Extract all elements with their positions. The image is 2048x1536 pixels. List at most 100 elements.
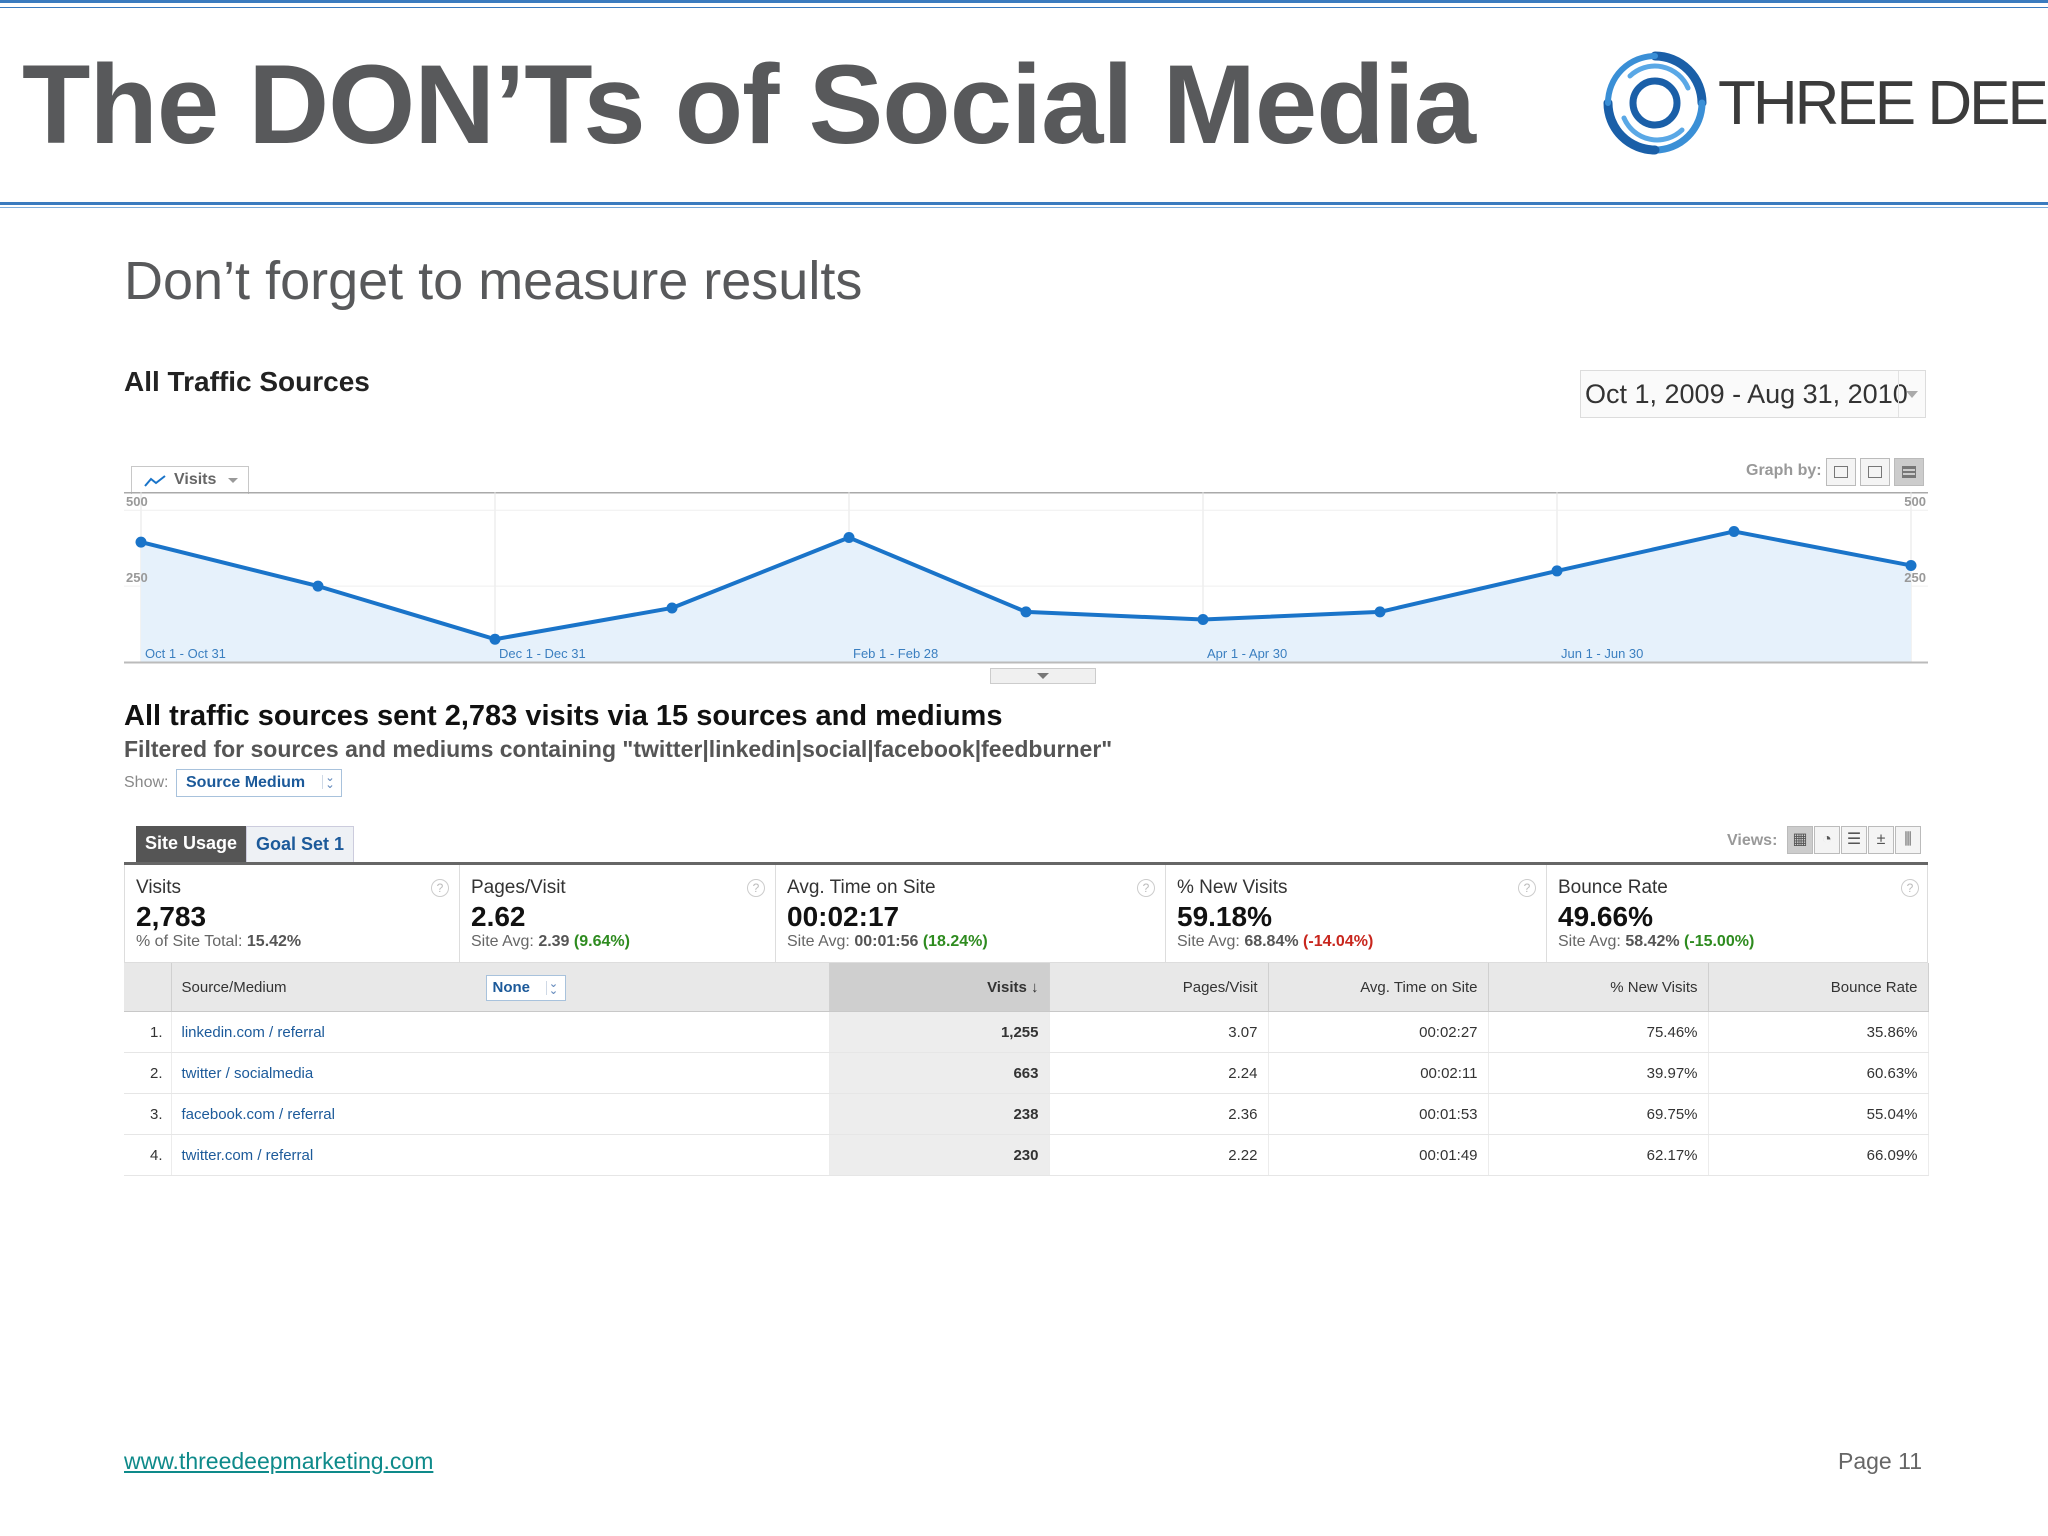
performance-view-button[interactable]: ☰ xyxy=(1841,826,1867,854)
metric-subtext: Site Avg: 68.84% (-14.04%) xyxy=(1177,933,1374,950)
metric-subtext: Site Avg: 58.42% (-15.00%) xyxy=(1558,933,1755,950)
help-icon[interactable]: ? xyxy=(431,879,449,897)
chart-collapse-toggle[interactable] xyxy=(990,668,1096,684)
graph-by-label: Graph by: xyxy=(1746,462,1822,479)
pie-view-button[interactable]: ◔ xyxy=(1814,826,1840,854)
metric-value: 49.66% xyxy=(1558,901,1653,932)
comparison-view-button[interactable]: ± xyxy=(1868,826,1894,854)
graph-by-week-button[interactable] xyxy=(1860,458,1890,486)
column-header-avg-time[interactable]: Avg. Time on Site xyxy=(1268,963,1489,1012)
metrics-scorecard: Visits 2,783 % of Site Total: 15.42% ? P… xyxy=(124,865,1928,963)
week-icon xyxy=(1868,466,1882,478)
report-title: All Traffic Sources xyxy=(124,366,370,397)
swirl-logo-icon xyxy=(1603,51,1707,155)
slide-subtitle: Don’t forget to measure results xyxy=(124,251,863,311)
secondary-dimension-select[interactable]: None ⌄ ⌄ xyxy=(485,975,566,1001)
metric-value: 00:02:17 xyxy=(787,901,900,932)
x-tick-label: Apr 1 - Apr 30 xyxy=(1207,646,1287,661)
chevron-down-icon: ⌄ ⌄ xyxy=(545,979,561,997)
table-row: 3. facebook.com / referral 238 2.36 00:0… xyxy=(124,1093,1929,1135)
y-tick-label-right: 500 xyxy=(1904,494,1926,509)
metric-name: % New Visits xyxy=(1177,877,1288,898)
visits-point xyxy=(1197,614,1209,625)
source-link[interactable]: twitter.com / referral xyxy=(171,1134,830,1176)
pivot-view-button[interactable]: ⫼ xyxy=(1895,826,1921,854)
tab-goal-set-1[interactable]: Goal Set 1 xyxy=(246,826,355,862)
column-header-bounce-rate[interactable]: Bounce Rate xyxy=(1708,963,1929,1012)
line-chart-icon xyxy=(144,475,166,487)
visits-point xyxy=(1020,606,1032,618)
x-tick-label: Feb 1 - Feb 28 xyxy=(853,646,938,661)
date-range-text: Oct 1, 2009 - Aug 31, 2010 xyxy=(1585,379,1908,409)
x-tick-label: Dec 1 - Dec 31 xyxy=(499,646,586,661)
source-link[interactable]: linkedin.com / referral xyxy=(171,1011,830,1053)
metric-name: Avg. Time on Site xyxy=(787,877,936,898)
metric-name: Pages/Visit xyxy=(471,877,566,898)
header-bottom-rule xyxy=(0,202,2048,205)
column-header-pages-visit[interactable]: Pages/Visit xyxy=(1049,963,1269,1012)
visits-point xyxy=(1905,559,1917,571)
metric-subtext: Site Avg: 2.39 (9.64%) xyxy=(471,933,630,950)
visits-point xyxy=(1551,565,1563,577)
show-dimension-value: Source Medium xyxy=(186,774,306,791)
metric-value: 2,783 xyxy=(136,901,207,932)
index-header xyxy=(124,963,172,1012)
header-bottom-rule-thin xyxy=(0,207,2048,208)
three-deep-logo: THREE DEEP xyxy=(1600,46,2048,160)
month-icon xyxy=(1902,466,1916,478)
footer-website-link[interactable]: www.threedeepmarketing.com xyxy=(124,1448,434,1474)
header-top-rule-thin xyxy=(0,7,2048,8)
logo-wordmark: THREE DEEP xyxy=(1718,69,2048,138)
help-icon[interactable]: ? xyxy=(1901,879,1919,897)
metric-visits: Visits 2,783 % of Site Total: 15.42% ? xyxy=(125,865,460,963)
help-icon[interactable]: ? xyxy=(747,879,765,897)
table-header-row: Source/Medium None ⌄ ⌄ Visits ↓ Pages/Vis… xyxy=(124,963,1929,1012)
day-icon xyxy=(1834,466,1848,478)
visits-point xyxy=(1374,606,1386,618)
views-label: Views: xyxy=(1727,832,1778,849)
visits-point xyxy=(312,580,324,592)
y-tick-label-right: 250 xyxy=(1904,570,1926,585)
filter-description: Filtered for sources and mediums contain… xyxy=(124,736,1113,762)
page-number: Page 11 xyxy=(1838,1448,1922,1474)
metric-selector-label: Visits xyxy=(174,471,217,488)
metric-subtext: Site Avg: 00:01:56 (18.24%) xyxy=(787,933,988,950)
visits-line-chart: 500 500 250 250 Oct 1 - Oct 31 Dec 1 - Dec 31… xyxy=(124,492,1928,664)
graph-by-month-button[interactable] xyxy=(1894,458,1924,486)
visits-point xyxy=(135,536,147,548)
metric-selector[interactable]: Visits xyxy=(131,466,249,494)
metric-new-visits: % New Visits 59.18% Site Avg: 68.84% (-1… xyxy=(1166,865,1547,963)
source-link[interactable]: facebook.com / referral xyxy=(171,1093,830,1135)
column-header-source-medium[interactable]: Source/Medium None ⌄ ⌄ xyxy=(171,963,830,1012)
visits-point xyxy=(666,602,678,614)
tab-site-usage[interactable]: Site Usage xyxy=(136,826,247,862)
slide-title: The DON’Ts of Social Media xyxy=(22,42,1476,167)
column-header-new-visits[interactable]: % New Visits xyxy=(1488,963,1709,1012)
chevron-down-icon xyxy=(228,478,238,483)
visits-point xyxy=(489,633,501,645)
date-range-picker[interactable]: Oct 1, 2009 - Aug 31, 2010 xyxy=(1580,370,1926,418)
chevron-down-icon[interactable] xyxy=(1898,371,1925,417)
visits-point xyxy=(843,532,855,544)
column-header-visits[interactable]: Visits ↓ xyxy=(829,963,1050,1012)
metric-pages-visit: Pages/Visit 2.62 Site Avg: 2.39 (9.64%) … xyxy=(460,865,776,963)
show-label: Show: xyxy=(124,774,169,791)
metric-bounce-rate: Bounce Rate 49.66% Site Avg: 58.42% (-15… xyxy=(1547,865,1929,963)
show-dimension-select[interactable]: Source Medium ⌄ ⌄ xyxy=(176,769,342,797)
x-tick-label: Oct 1 - Oct 31 xyxy=(145,646,226,661)
table-row: 1. linkedin.com / referral 1,255 3.07 00… xyxy=(124,1011,1929,1053)
help-icon[interactable]: ? xyxy=(1518,879,1536,897)
chevron-down-icon: ⌄ ⌄ xyxy=(322,773,337,791)
header-top-rule xyxy=(0,0,2048,3)
metric-name: Bounce Rate xyxy=(1558,877,1668,898)
traffic-summary-headline: All traffic sources sent 2,783 visits vi… xyxy=(124,700,1003,732)
source-link[interactable]: twitter / socialmedia xyxy=(171,1052,830,1094)
table-view-button[interactable]: ▦ xyxy=(1787,826,1813,854)
help-icon[interactable]: ? xyxy=(1137,879,1155,897)
traffic-sources-table: Source/Medium None ⌄ ⌄ Visits ↓ Pages/Vis… xyxy=(124,963,1929,1176)
graph-by-day-button[interactable] xyxy=(1826,458,1856,486)
table-row: 4. twitter.com / referral 230 2.22 00:01… xyxy=(124,1134,1929,1176)
y-tick-label-left: 500 xyxy=(126,494,148,509)
sort-desc-icon: ↓ xyxy=(1031,978,1039,996)
metric-value: 2.62 xyxy=(471,901,526,932)
